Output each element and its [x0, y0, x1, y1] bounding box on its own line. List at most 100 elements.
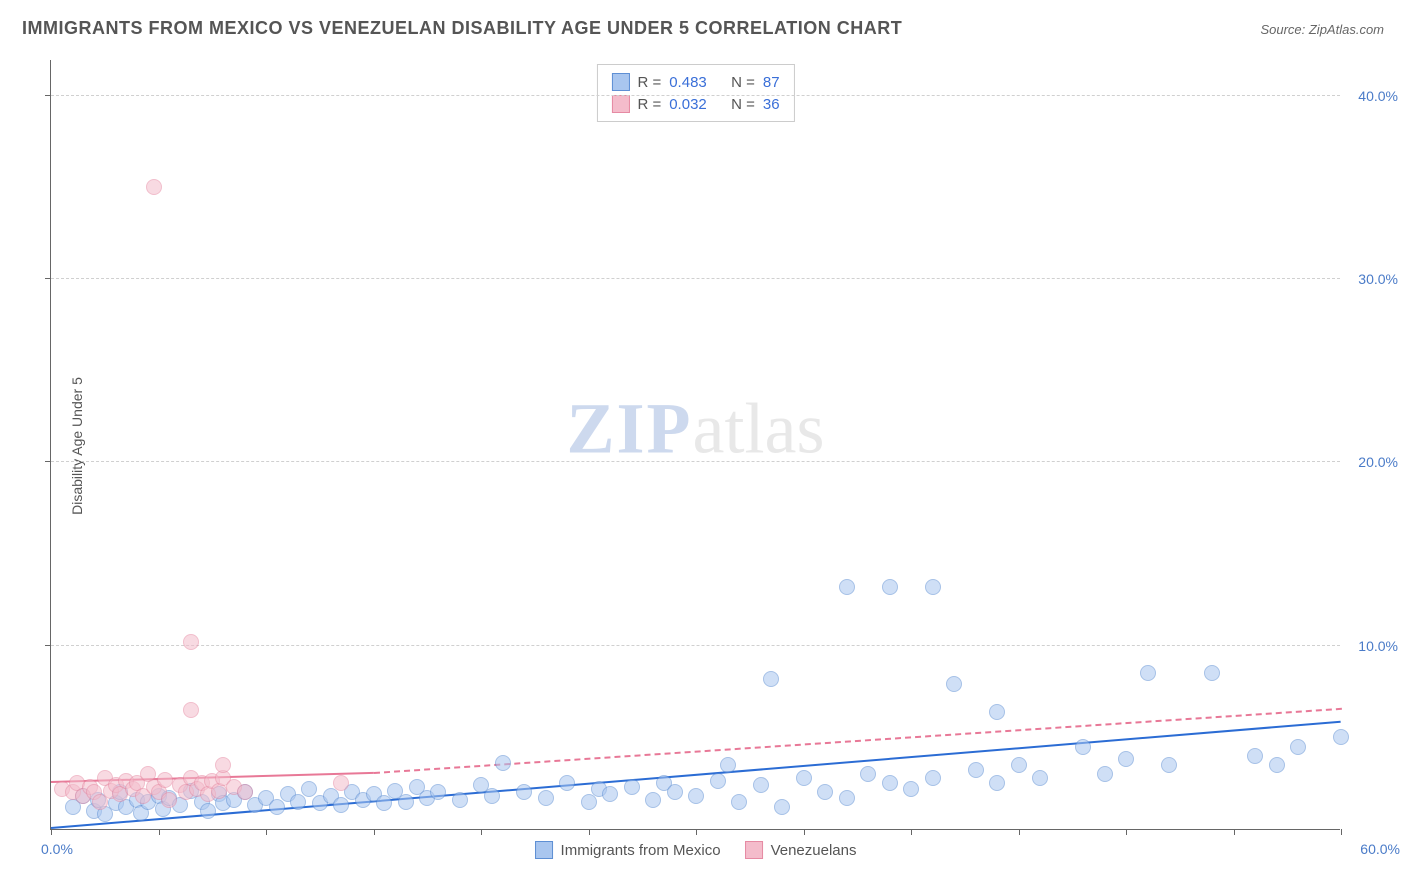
- scatter-point: [516, 784, 532, 800]
- scatter-point: [581, 794, 597, 810]
- y-tick-label: 40.0%: [1358, 88, 1398, 104]
- scatter-point: [452, 792, 468, 808]
- scatter-point: [1032, 770, 1048, 786]
- x-tick: [1341, 829, 1342, 835]
- scatter-point: [183, 702, 199, 718]
- scatter-point: [333, 797, 349, 813]
- scatter-point: [1161, 757, 1177, 773]
- x-tick: [911, 829, 912, 835]
- x-tick: [1019, 829, 1020, 835]
- scatter-point: [774, 799, 790, 815]
- source-attribution: Source: ZipAtlas.com: [1260, 22, 1384, 37]
- scatter-point: [146, 179, 162, 195]
- legend-r-value: 0.032: [669, 96, 707, 113]
- scatter-point: [237, 784, 253, 800]
- scatter-point: [989, 704, 1005, 720]
- x-tick: [51, 829, 52, 835]
- trend-line-dashed: [373, 708, 1341, 774]
- scatter-point: [495, 755, 511, 771]
- legend-label: Immigrants from Mexico: [561, 842, 721, 859]
- gridline: [51, 278, 1340, 279]
- scatter-point: [215, 757, 231, 773]
- scatter-point: [398, 794, 414, 810]
- scatter-point: [1075, 739, 1091, 755]
- scatter-point: [333, 775, 349, 791]
- scatter-point: [538, 790, 554, 806]
- scatter-point: [860, 766, 876, 782]
- y-tick-label: 20.0%: [1358, 454, 1398, 470]
- scatter-point: [602, 786, 618, 802]
- legend-swatch: [611, 95, 629, 113]
- y-tick-label: 10.0%: [1358, 638, 1398, 654]
- scatter-point: [559, 775, 575, 791]
- legend-row: R = 0.032 N = 36: [611, 93, 779, 115]
- y-tick: [45, 95, 51, 96]
- scatter-point: [946, 676, 962, 692]
- x-tick: [804, 829, 805, 835]
- scatter-point: [301, 781, 317, 797]
- scatter-point: [989, 775, 1005, 791]
- scatter-point: [269, 799, 285, 815]
- scatter-point: [624, 779, 640, 795]
- scatter-point: [645, 792, 661, 808]
- watermark: ZIPatlas: [567, 388, 825, 471]
- scatter-point: [763, 671, 779, 687]
- scatter-point: [925, 770, 941, 786]
- scatter-point: [925, 579, 941, 595]
- legend-label: Venezuelans: [771, 842, 857, 859]
- scatter-point: [839, 579, 855, 595]
- scatter-point: [1290, 739, 1306, 755]
- scatter-point: [157, 772, 173, 788]
- x-tick: [1126, 829, 1127, 835]
- gridline: [51, 461, 1340, 462]
- legend-n-label: N =: [731, 74, 755, 91]
- legend-n-value: 36: [763, 96, 780, 113]
- legend-swatch: [745, 841, 763, 859]
- legend-item: Venezuelans: [745, 841, 857, 859]
- scatter-point: [667, 784, 683, 800]
- scatter-point: [839, 790, 855, 806]
- scatter-point: [183, 634, 199, 650]
- legend-item: Immigrants from Mexico: [535, 841, 721, 859]
- scatter-point: [484, 788, 500, 804]
- scatter-point: [1011, 757, 1027, 773]
- x-axis-min-label: 0.0%: [41, 841, 73, 857]
- x-tick: [481, 829, 482, 835]
- x-tick: [589, 829, 590, 835]
- x-tick: [696, 829, 697, 835]
- scatter-point: [161, 792, 177, 808]
- scatter-point: [1247, 748, 1263, 764]
- scatter-point: [753, 777, 769, 793]
- legend-r-value: 0.483: [669, 74, 707, 91]
- x-tick: [266, 829, 267, 835]
- scatter-point: [968, 762, 984, 778]
- y-tick-label: 30.0%: [1358, 271, 1398, 287]
- scatter-point: [882, 579, 898, 595]
- x-tick: [374, 829, 375, 835]
- y-tick: [45, 645, 51, 646]
- legend-row: R = 0.483 N = 87: [611, 71, 779, 93]
- scatter-point: [903, 781, 919, 797]
- gridline: [51, 95, 1340, 96]
- legend-swatch: [611, 73, 629, 91]
- chart-title: IMMIGRANTS FROM MEXICO VS VENEZUELAN DIS…: [22, 18, 902, 39]
- legend-r-label: R =: [637, 96, 661, 113]
- watermark-atlas: atlas: [693, 389, 825, 469]
- scatter-chart: ZIPatlas R = 0.483 N = 87 R = 0.032 N = 36 0.…: [50, 60, 1340, 830]
- scatter-point: [1097, 766, 1113, 782]
- scatter-point: [376, 795, 392, 811]
- y-tick: [45, 461, 51, 462]
- watermark-zip: ZIP: [567, 389, 693, 469]
- legend-n-value: 87: [763, 74, 780, 91]
- legend-r-label: R =: [637, 74, 661, 91]
- legend-n-label: N =: [731, 96, 755, 113]
- x-axis-max-label: 60.0%: [1360, 841, 1400, 857]
- correlation-legend: R = 0.483 N = 87 R = 0.032 N = 36: [596, 64, 794, 122]
- gridline: [51, 645, 1340, 646]
- scatter-point: [731, 794, 747, 810]
- scatter-point: [882, 775, 898, 791]
- scatter-point: [1140, 665, 1156, 681]
- scatter-point: [1204, 665, 1220, 681]
- legend-swatch: [535, 841, 553, 859]
- scatter-point: [200, 803, 216, 819]
